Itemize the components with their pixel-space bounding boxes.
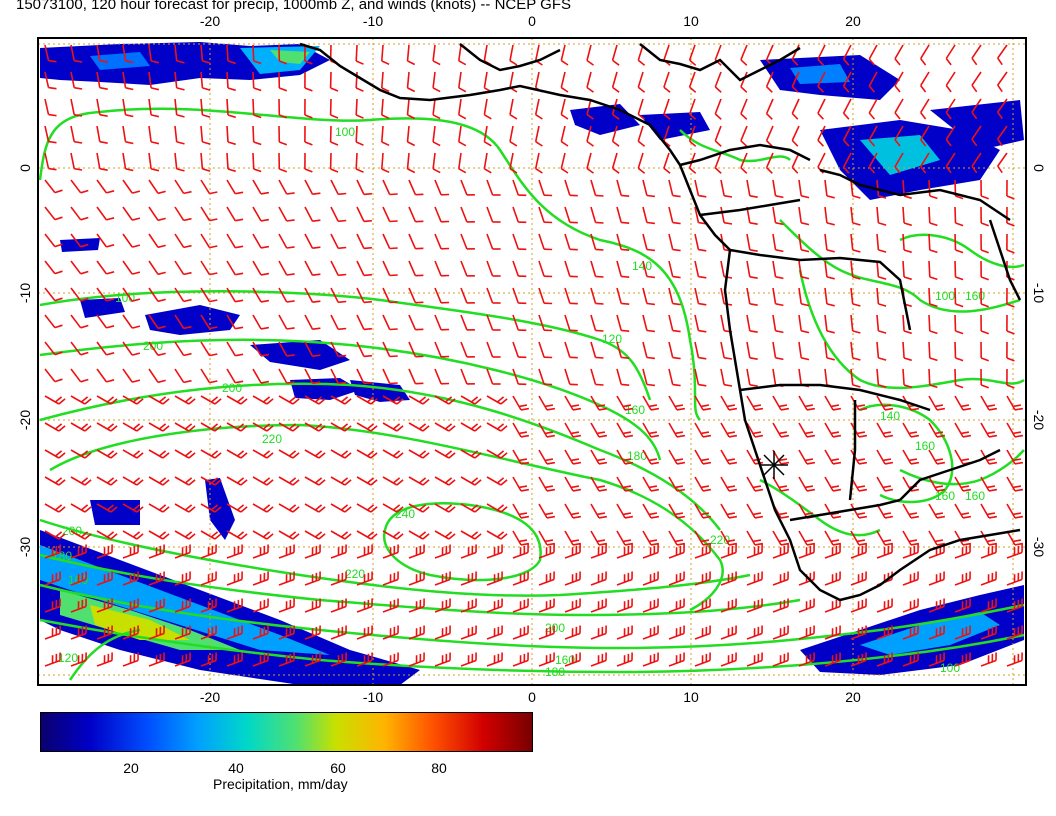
svg-text:220: 220 xyxy=(710,533,730,547)
tick-label: 20 xyxy=(845,13,861,29)
svg-text:160: 160 xyxy=(965,289,985,303)
svg-text:140: 140 xyxy=(632,259,652,273)
lon-ticks-bottom: -20 -10 0 10 20 xyxy=(200,689,861,705)
coastlines xyxy=(299,42,1022,602)
svg-text:100: 100 xyxy=(935,289,955,303)
svg-text:120: 120 xyxy=(602,332,622,346)
svg-text:160: 160 xyxy=(935,489,955,503)
svg-text:160: 160 xyxy=(965,489,985,503)
station-marker xyxy=(760,451,788,479)
svg-text:180: 180 xyxy=(52,549,72,563)
contour-labels: 100 100 200 200 220 240 220 200 180 160 … xyxy=(52,125,985,679)
lat-ticks-left: 0 -10 -20 -30 xyxy=(17,164,33,557)
colorbar-tick: 60 xyxy=(330,760,346,776)
svg-text:220: 220 xyxy=(345,567,365,581)
svg-text:180: 180 xyxy=(627,449,647,463)
tick-label: -20 xyxy=(200,13,220,29)
svg-text:100: 100 xyxy=(940,661,960,675)
tick-label: -10 xyxy=(363,13,383,29)
lat-ticks-right: 0 -10 -20 -30 xyxy=(1031,164,1047,557)
tick-label: 0 xyxy=(1031,164,1047,172)
colorbar-gradient xyxy=(40,712,533,752)
map-plot: 100 100 200 200 220 240 220 200 180 160 … xyxy=(17,13,1047,705)
wind-barbs xyxy=(44,44,1024,667)
tick-label: 10 xyxy=(683,689,699,705)
svg-text:100: 100 xyxy=(335,125,355,139)
tick-label: -20 xyxy=(1031,410,1047,430)
svg-text:220: 220 xyxy=(262,432,282,446)
colorbar-tick: 40 xyxy=(228,760,244,776)
tick-label: -20 xyxy=(200,689,220,705)
tick-label: 0 xyxy=(528,689,536,705)
lon-ticks-top: -20 -10 0 10 20 xyxy=(200,13,861,29)
map-frame xyxy=(37,37,1027,686)
tick-label: 10 xyxy=(683,13,699,29)
colorbar-label: Precipitation, mm/day xyxy=(213,776,348,792)
tick-label: -10 xyxy=(363,689,383,705)
tick-label: -10 xyxy=(17,283,33,303)
colorbar-tick: 20 xyxy=(123,760,139,776)
svg-text:180: 180 xyxy=(545,665,565,679)
tick-label: 0 xyxy=(528,13,536,29)
svg-text:200: 200 xyxy=(545,621,565,635)
svg-text:160: 160 xyxy=(915,439,935,453)
colorbar: 20 40 60 80 xyxy=(40,712,533,776)
svg-text:200: 200 xyxy=(143,339,163,353)
svg-text:200: 200 xyxy=(222,381,242,395)
tick-label: 0 xyxy=(17,164,33,172)
colorbar-tick: 80 xyxy=(431,760,447,776)
page-title: 15073100, 120 hour forecast for precip, … xyxy=(16,0,571,13)
tick-label: -20 xyxy=(17,410,33,430)
tick-label: -30 xyxy=(1031,537,1047,557)
tick-label: -10 xyxy=(1031,283,1047,303)
tick-label: -30 xyxy=(17,537,33,557)
svg-text:160: 160 xyxy=(625,403,645,417)
tick-label: 20 xyxy=(845,689,861,705)
svg-text:120: 120 xyxy=(58,651,78,665)
svg-text:140: 140 xyxy=(880,409,900,423)
svg-text:240: 240 xyxy=(395,507,415,521)
svg-text:100: 100 xyxy=(115,291,135,305)
